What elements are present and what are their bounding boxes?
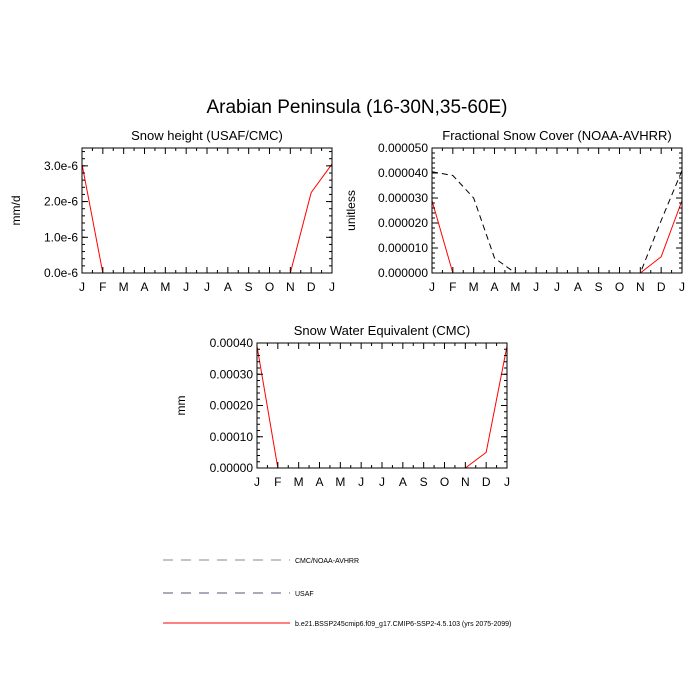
- y-tick-label: 0.00030: [210, 367, 254, 381]
- x-tick-label: J: [533, 280, 539, 294]
- y-tick-label: 3.0e-6: [44, 159, 78, 173]
- x-tick-label: O: [265, 280, 274, 294]
- x-tick-label: S: [595, 280, 603, 294]
- y-tick-label: 0.00010: [210, 430, 254, 444]
- y-tick-label: 2.0e-6: [44, 195, 78, 209]
- panel-title: Fractional Snow Cover (NOAA-AVHRR): [442, 128, 671, 143]
- x-tick-label: D: [657, 280, 666, 294]
- series-line-model: [256, 346, 508, 469]
- x-tick-label: O: [440, 475, 449, 489]
- y-tick-label: 0.000020: [378, 216, 428, 230]
- y-axis-label: unitless: [344, 190, 358, 231]
- x-tick-label: A: [140, 280, 148, 294]
- y-tick-label: 1.0e-6: [44, 230, 78, 244]
- x-tick-label: S: [245, 280, 253, 294]
- x-tick-label: F: [274, 475, 281, 489]
- x-tick-label: J: [254, 475, 260, 489]
- x-tick-label: N: [636, 280, 645, 294]
- x-tick-label: J: [504, 475, 510, 489]
- x-tick-label: M: [469, 280, 479, 294]
- plot-frame: [431, 147, 683, 274]
- plot-frame: [81, 147, 333, 274]
- y-axis-label: mm: [174, 396, 188, 416]
- legend: CMC/NOAA-AVHRR USAF b.e21.BSSP245cmip6.f09…: [163, 558, 511, 628]
- x-tick-label: J: [554, 280, 560, 294]
- x-tick-label: J: [429, 280, 435, 294]
- y-tick-label: 0.00000: [210, 461, 254, 475]
- x-tick-label: O: [615, 280, 624, 294]
- x-tick-label: J: [379, 475, 385, 489]
- x-tick-label: D: [307, 280, 316, 294]
- x-tick-label: M: [160, 280, 170, 294]
- y-tick-label: 0.00040: [210, 336, 254, 350]
- x-tick-label: A: [490, 280, 498, 294]
- legend-label: CMC/NOAA-AVHRR: [295, 558, 359, 565]
- x-tick-label: D: [482, 475, 491, 489]
- y-tick-label: 0.000030: [378, 191, 428, 205]
- figure-title: Arabian Peninsula (16-30N,35-60E): [206, 97, 507, 118]
- y-tick-label: 0.000050: [378, 141, 428, 155]
- x-tick-label: J: [79, 280, 85, 294]
- x-tick-label: M: [294, 475, 304, 489]
- x-tick-label: F: [99, 280, 106, 294]
- y-axis-label: mm/d: [9, 196, 23, 226]
- y-tick-label: 0.00020: [210, 399, 254, 413]
- x-tick-label: M: [510, 280, 520, 294]
- series-line-obs: [431, 170, 683, 274]
- chart-panel-1: Snow height (USAF/CMC)mm/dJ F M A M J J A S O N D J0…: [9, 128, 335, 294]
- x-tick-label: J: [679, 280, 685, 294]
- legend-item: CMC/NOAA-AVHRR: [163, 558, 359, 565]
- legend-label: b.e21.BSSP245cmip6.f09_g17.CMIP6-SSP2-4.…: [295, 621, 511, 628]
- series-line-model: [431, 200, 683, 274]
- x-tick-label: N: [461, 475, 470, 489]
- x-tick-label: S: [420, 475, 428, 489]
- x-tick-label: A: [224, 280, 232, 294]
- y-tick-label: 0.000010: [378, 241, 428, 255]
- series-line-model: [81, 163, 333, 274]
- x-tick-label: J: [358, 475, 364, 489]
- chart-panels: Snow height (USAF/CMC)mm/dJ F M A M J J A S O N D J0…: [9, 128, 685, 489]
- x-tick-label: N: [286, 280, 295, 294]
- legend-item: USAF: [163, 591, 314, 598]
- x-tick-label: J: [183, 280, 189, 294]
- x-tick-label: A: [399, 475, 407, 489]
- legend-item: b.e21.BSSP245cmip6.f09_g17.CMIP6-SSP2-4.…: [163, 621, 511, 628]
- panel-title: Snow Water Equivalent (CMC): [294, 323, 471, 338]
- y-tick-label: 0.0e-6: [44, 266, 78, 280]
- x-tick-label: J: [204, 280, 210, 294]
- y-tick-label: 0.000040: [378, 166, 428, 180]
- x-tick-label: M: [335, 475, 345, 489]
- x-tick-label: M: [119, 280, 129, 294]
- chart-panel-2: Fractional Snow Cover (NOAA-AVHRR) unitle…: [344, 128, 685, 294]
- x-tick-label: J: [329, 280, 335, 294]
- x-tick-label: A: [315, 475, 323, 489]
- y-tick-label: 0.000000: [378, 266, 428, 280]
- plot-frame: [256, 342, 508, 469]
- x-tick-label: A: [574, 280, 582, 294]
- chart-panel-3: Snow Water Equivalent (CMC)mmJ F M A M J J A S O N…: [174, 323, 510, 489]
- panel-title: Snow height (USAF/CMC): [131, 128, 283, 143]
- legend-label: USAF: [295, 591, 314, 598]
- x-tick-label: F: [449, 280, 456, 294]
